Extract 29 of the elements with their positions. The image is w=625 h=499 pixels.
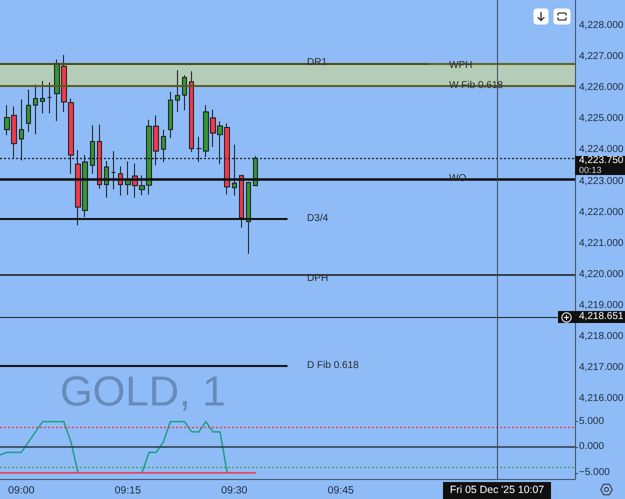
y-tick-label: 4,227.000 [579, 51, 624, 64]
x-tick-label: 09:15 [114, 484, 142, 496]
y-tick-label: −5.000 [579, 466, 610, 479]
y-tick-label: 4,218.000 [579, 331, 624, 344]
x-tick-label: 09:30 [221, 484, 248, 496]
x-tick-label: 09:45 [328, 484, 354, 496]
y-tick-label: 4,224.000 [579, 144, 624, 156]
y-tick-label: 0.000 [579, 441, 604, 454]
y-tick-label: 4,226.000 [579, 82, 624, 94]
y-tick-label: 4,216.000 [579, 393, 624, 406]
y-tick-label: 4,221.000 [579, 238, 624, 250]
y-tick-label: 4,220.000 [579, 268, 624, 281]
ref-line-label: 4,218.651 [579, 311, 624, 324]
y-tick-label: 4,228.000 [579, 20, 624, 32]
ref-line-label: DPH [307, 272, 328, 285]
x-tick-label: 09:00 [8, 484, 35, 496]
ref-line-label: Fri 05 Dec '25 10:07 [442, 482, 552, 499]
y-tick-label: 4,217.000 [579, 362, 624, 374]
ref-line-label: 4,223.750 [579, 154, 624, 166]
y-tick-label: 4,219.000 [579, 300, 624, 312]
y-tick-label: 4,225.000 [579, 113, 624, 126]
y-tick-label: 4,222.000 [579, 206, 624, 219]
text: 00:13 [579, 164, 603, 176]
y-tick-label: 5.000 [579, 416, 604, 428]
ref-line-label: D Fib 0.618 [307, 360, 359, 372]
y-tick-label: 4,223.000 [579, 176, 624, 188]
ref-line-label: D3/4 [307, 212, 328, 225]
ref-line-label: WO [449, 172, 466, 185]
text: GOLD, 1 [60, 368, 226, 414]
